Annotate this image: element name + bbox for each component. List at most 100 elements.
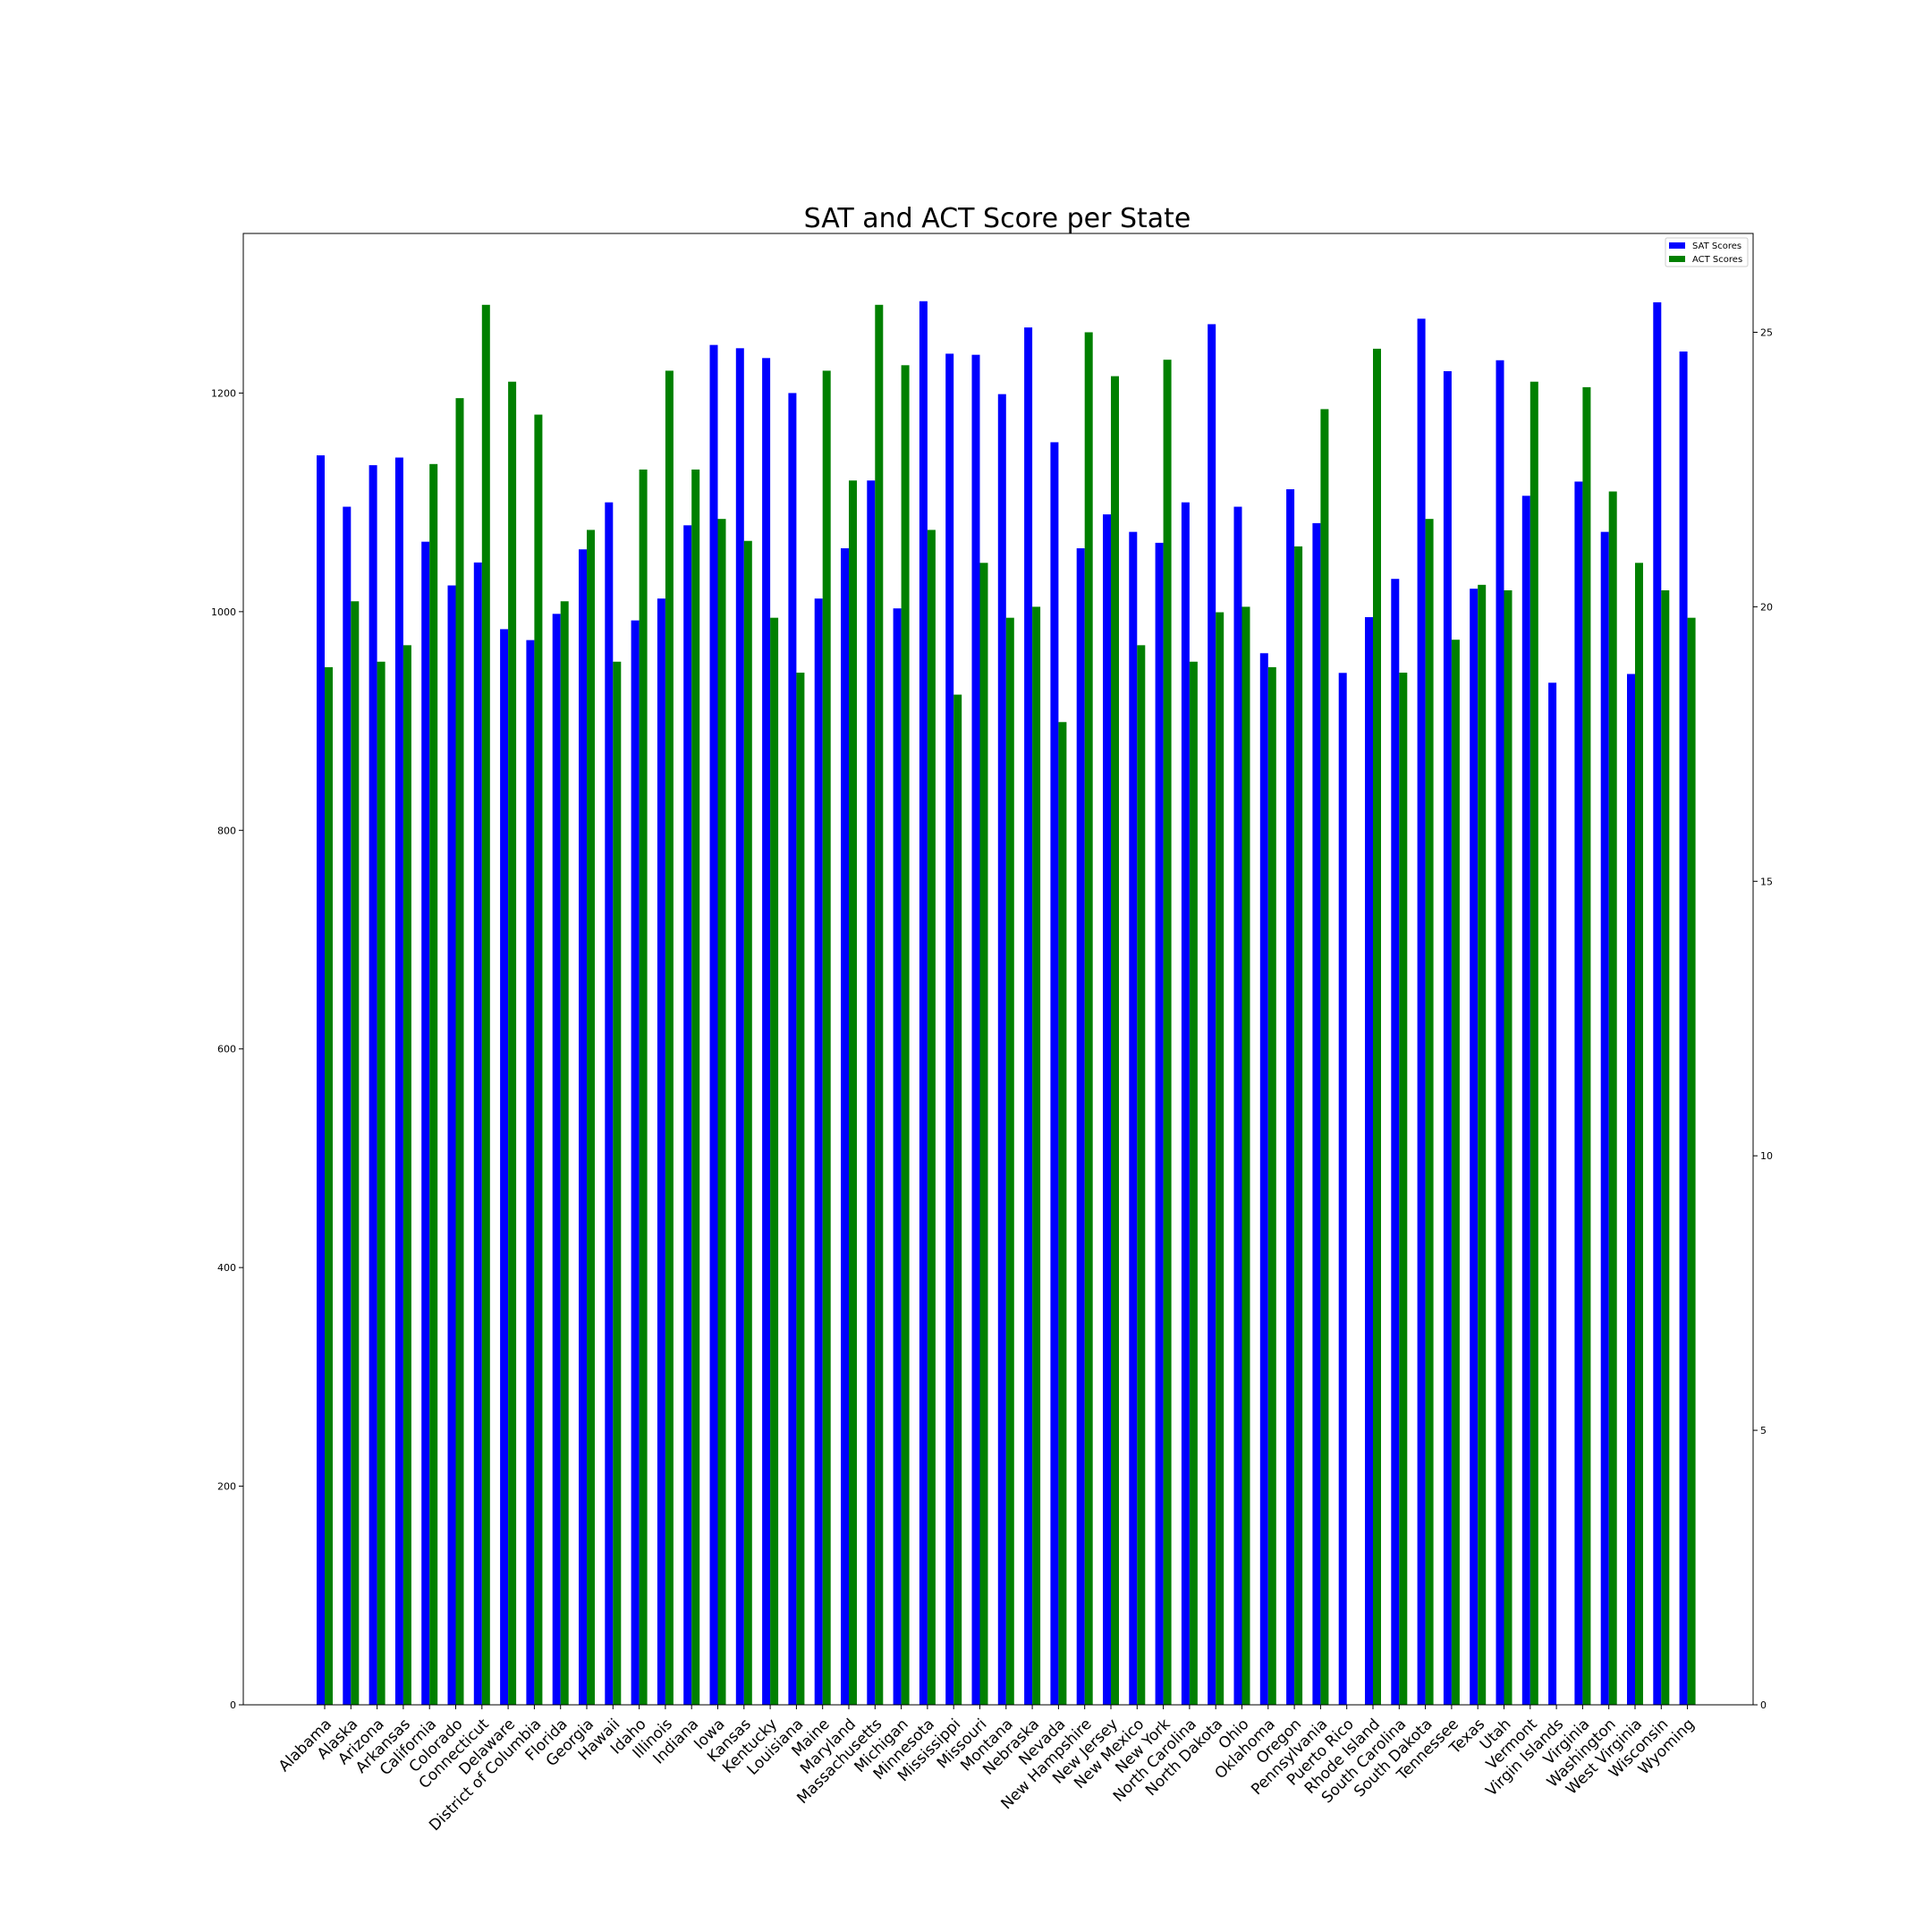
bar-act-west-virginia — [1635, 563, 1643, 1705]
bar-act-vermont — [1530, 381, 1538, 1706]
bar-sat-missouri — [971, 354, 980, 1706]
bar-act-idaho — [639, 469, 648, 1706]
chart-title: SAT and ACT Score per State — [804, 203, 1191, 234]
bar-sat-virgin-islands — [1548, 682, 1557, 1706]
left-tick-label: 800 — [217, 825, 236, 836]
bar-act-south-dakota — [1425, 519, 1434, 1705]
bar-sat-rhode-island — [1365, 616, 1373, 1706]
left-tick-label: 600 — [217, 1044, 236, 1055]
bar-act-rhode-island — [1373, 348, 1381, 1705]
bar-act-north-dakota — [1216, 612, 1224, 1705]
left-y-axis: 0 200 400 600 800 1000 1200 — [211, 387, 243, 1711]
bar-act-oklahoma — [1267, 666, 1276, 1705]
right-tick-label: 5 — [1760, 1425, 1767, 1436]
bar-sat-washington — [1600, 531, 1609, 1706]
bar-sat-south-dakota — [1417, 318, 1426, 1705]
bar-act-wisconsin — [1661, 589, 1670, 1705]
bar-act-washington — [1608, 491, 1617, 1706]
bar-act-arizona — [377, 661, 386, 1705]
legend-swatch-act — [1669, 256, 1685, 262]
bar-sat-mississippi — [945, 353, 954, 1706]
bar-act-california — [429, 463, 438, 1705]
bar-act-florida — [560, 601, 569, 1705]
bar-sat-illinois — [657, 598, 665, 1706]
bar-act-new-mexico — [1137, 645, 1146, 1705]
bar-sat-arizona — [369, 465, 377, 1705]
bar-sat-wyoming — [1679, 351, 1688, 1705]
bar-act-kentucky — [770, 617, 779, 1705]
right-tick-label: 10 — [1760, 1150, 1773, 1162]
bar-act-tennessee — [1451, 640, 1460, 1705]
bar-act-north-carolina — [1189, 661, 1198, 1705]
bar-sat-delaware — [500, 629, 509, 1705]
bar-act-oregon — [1294, 546, 1303, 1705]
right-tick-label: 25 — [1760, 326, 1773, 338]
bar-sat-texas — [1470, 589, 1479, 1706]
bar-sat-iowa — [709, 344, 718, 1706]
bar-act-new-york — [1163, 360, 1172, 1705]
bar-sat-minnesota — [919, 301, 928, 1705]
bar-sat-new-york — [1155, 542, 1164, 1706]
bar-sat-puerto-rico — [1338, 673, 1347, 1705]
bar-sat-michigan — [893, 608, 902, 1706]
bar-sat-south-carolina — [1391, 579, 1400, 1705]
bar-sat-maryland — [841, 547, 849, 1705]
x-axis: AlabamaAlaskaArizonaArkansasCaliforniaCo… — [275, 1705, 1699, 1835]
bar-act-utah — [1504, 589, 1513, 1705]
right-tick-label: 20 — [1760, 601, 1773, 613]
bar-sat-utah — [1496, 360, 1504, 1705]
bar-act-maryland — [849, 480, 857, 1706]
right-y-axis: 0 5 10 15 20 25 — [1753, 326, 1773, 1711]
bar-sat-colorado — [447, 585, 456, 1705]
bar-act-ohio — [1241, 606, 1250, 1705]
bar-act-hawaii — [613, 661, 622, 1705]
bar-act-new-jersey — [1111, 376, 1119, 1705]
left-tick-label: 1200 — [211, 387, 236, 399]
bar-sat-vermont — [1521, 496, 1530, 1706]
bar-act-alaska — [351, 601, 360, 1705]
bar-act-delaware — [508, 381, 517, 1706]
right-tick-label: 15 — [1760, 876, 1773, 887]
bar-sat-ohio — [1233, 506, 1242, 1705]
bar-sat-oregon — [1286, 488, 1295, 1705]
bar-sat-new-hampshire — [1076, 547, 1085, 1705]
bar-act-indiana — [691, 469, 700, 1706]
bar-act-alabama — [325, 666, 333, 1705]
bar-sat-tennessee — [1443, 370, 1452, 1705]
bar-sat-north-dakota — [1208, 324, 1216, 1705]
bar-sat-nevada — [1050, 442, 1059, 1705]
bar-act-nebraska — [1032, 606, 1041, 1705]
bar-act-virginia — [1582, 386, 1591, 1705]
bar-sat-kansas — [735, 348, 744, 1705]
bar-act-minnesota — [927, 530, 936, 1705]
bar-act-wyoming — [1687, 617, 1696, 1705]
bar-sat-new-mexico — [1129, 531, 1138, 1706]
bar-sat-district-of-columbia — [526, 640, 535, 1705]
bar-act-mississippi — [953, 694, 962, 1706]
bar-sat-alabama — [317, 455, 325, 1705]
bar-sat-virginia — [1574, 481, 1583, 1705]
bar-sat-pennsylvania — [1312, 522, 1321, 1706]
bar-act-pennsylvania — [1320, 409, 1329, 1705]
legend-swatch-sat — [1669, 242, 1685, 249]
plot-frame — [242, 233, 1754, 1706]
left-tick-label: 200 — [217, 1481, 236, 1493]
bar-act-illinois — [665, 370, 674, 1705]
bar-act-montana — [1005, 617, 1014, 1705]
bar-sat-maine — [814, 598, 823, 1706]
bar-act-texas — [1478, 584, 1487, 1705]
bar-sat-idaho — [631, 620, 640, 1705]
bar-act-arkansas — [402, 645, 411, 1705]
bar-act-iowa — [717, 519, 726, 1705]
bar-sat-alaska — [343, 506, 352, 1705]
bar-act-missouri — [979, 563, 988, 1705]
bars-layer — [317, 301, 1696, 1706]
bar-act-district-of-columbia — [534, 414, 543, 1706]
bar-sat-west-virginia — [1627, 674, 1635, 1706]
bar-act-new-hampshire — [1084, 332, 1093, 1705]
legend-label-sat: SAT Scores — [1692, 242, 1741, 251]
bar-sat-new-jersey — [1103, 514, 1111, 1706]
bar-sat-montana — [997, 394, 1006, 1705]
bar-sat-louisiana — [788, 393, 797, 1706]
